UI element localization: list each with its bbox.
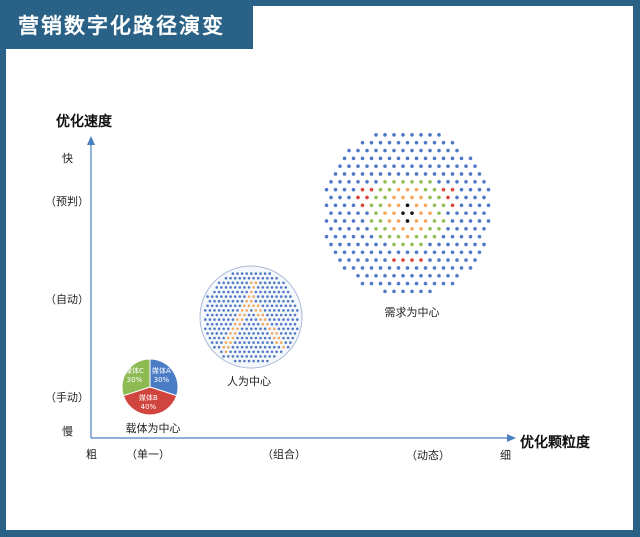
stage-label-carrier: 载体为中心 <box>125 422 181 435</box>
pie-label-c: 媒体C 30% <box>125 367 144 384</box>
x-axis-title: 优化颗粒度 <box>520 435 590 451</box>
y-axis-arrow-icon <box>87 136 95 145</box>
y-axis-bottom-label: 慢 <box>62 425 73 438</box>
y-axis-title: 优化速度 <box>56 114 112 130</box>
pie-slice-媒体B <box>122 386 178 416</box>
pie-label-b: 媒体B 40% <box>139 394 158 411</box>
x-axis-right-label: 细 <box>500 449 511 462</box>
y-tick-predict: （预判） <box>45 195 89 208</box>
page-title: 营销数字化路径演变 <box>18 13 225 38</box>
title-banner: 营销数字化路径演变 <box>0 0 253 49</box>
x-axis-arrow-icon <box>507 434 516 442</box>
diagram-canvas <box>6 6 633 530</box>
pie-slice-媒体C <box>121 358 151 397</box>
pie-label-a: 媒体A 30% <box>152 367 171 384</box>
x-tick-single: （单一） <box>126 448 170 461</box>
y-tick-manual: （手动） <box>45 391 89 404</box>
people-circle <box>199 265 303 369</box>
stage-label-demand: 需求为中心 <box>384 306 440 319</box>
y-tick-auto: （自动） <box>45 293 89 306</box>
x-tick-dynamic: （动态） <box>406 449 450 462</box>
x-axis-left-label: 粗 <box>86 448 97 461</box>
pie-slice-媒体A <box>149 358 179 397</box>
x-tick-combo: （组合） <box>262 448 306 461</box>
stage-label-people: 人为中心 <box>227 375 271 388</box>
y-axis-top-label: 快 <box>62 152 73 165</box>
